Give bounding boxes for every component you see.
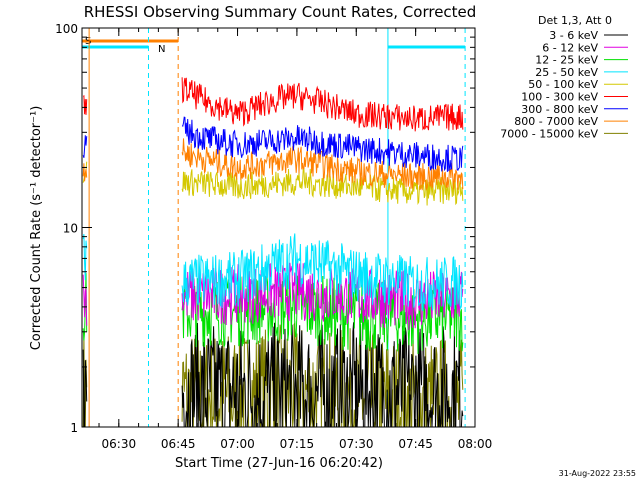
x-tick-label-0: 06:30 — [102, 437, 137, 451]
legend-entry-1: 6 - 12 keV — [542, 41, 598, 54]
x-tick-label-4: 07:30 — [339, 437, 374, 451]
y-tick-label-1: 10 — [63, 222, 78, 236]
x-tick-label-5: 07:45 — [398, 437, 433, 451]
series-1-segment-1 — [181, 261, 464, 331]
legend-entry-6: 300 - 800 keV — [521, 103, 598, 116]
series-5-segment-1 — [181, 77, 464, 132]
series-1-segment-0 — [82, 274, 88, 326]
legend-entry-7: 800 - 7000 keV — [514, 115, 598, 128]
legend-title: Det 1,3, Att 0 — [538, 14, 612, 27]
legend-entry-0: 3 - 6 keV — [549, 29, 598, 42]
x-axis: 06:30 06:45 07:00 07:15 07:30 07:45 08:00 — [98, 28, 493, 451]
series-4-segment-1 — [181, 168, 464, 206]
timestamp: 31-Aug-2022 23:55 — [559, 469, 636, 478]
series-0-segment-1 — [181, 322, 464, 428]
night-marker-label: N — [158, 44, 165, 55]
y-tick-label-0: 1 — [70, 421, 78, 435]
x-axis-label: Start Time (27-Jun-16 06:20:42) — [175, 456, 383, 471]
x-tick-label-3: 07:15 — [280, 437, 315, 451]
legend-entry-8: 7000 - 15000 keV — [500, 127, 598, 140]
series-5-segment-0 — [82, 94, 88, 115]
saa-marker-label: S — [85, 36, 91, 47]
series-0-segment-0 — [82, 349, 88, 428]
x-tick-label-1: 06:45 — [161, 437, 196, 451]
series-2-segment-0 — [82, 273, 88, 341]
chart-title: RHESSI Observing Summary Count Rates, Co… — [84, 3, 477, 21]
legend-entry-3: 25 - 50 keV — [535, 66, 598, 79]
series-6-segment-1 — [181, 116, 464, 172]
y-axis-label: Corrected Count Rate (s⁻¹ detector⁻¹) — [29, 106, 44, 351]
legend-entry-5: 100 - 300 keV — [521, 91, 598, 104]
y-axis: 1 10 100 — [55, 22, 475, 435]
x-tick-label-2: 07:00 — [220, 437, 255, 451]
x-tick-label-6: 08:00 — [458, 437, 493, 451]
plot-area: SN — [82, 28, 466, 429]
legend-entry-2: 12 - 25 keV — [535, 54, 598, 67]
series-3-segment-1 — [181, 233, 464, 312]
legend-entry-4: 50 - 100 keV — [528, 78, 598, 91]
y-tick-label-2: 100 — [55, 22, 78, 36]
series-6-segment-0 — [82, 135, 88, 158]
series-7-segment-0 — [82, 163, 88, 182]
